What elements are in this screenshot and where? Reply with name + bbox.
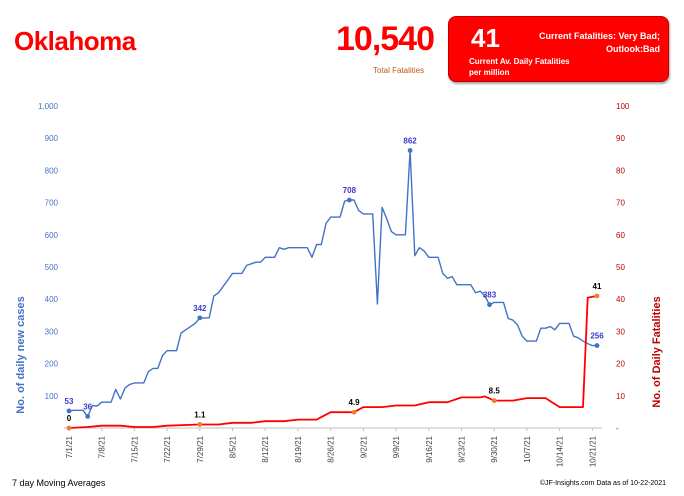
x-tick-label: 9/16/21	[425, 435, 434, 462]
left-y-tick-label: 700	[45, 199, 59, 208]
x-tick-label: 10/21/21	[588, 435, 597, 467]
x-tick-label: 7/8/21	[98, 435, 107, 458]
cases-data-label: 383	[483, 291, 497, 300]
x-tick-label: 10/7/21	[523, 435, 532, 462]
right-axis-title: No. of Daily Fatalities	[651, 296, 663, 407]
cases-marker	[197, 315, 203, 321]
cases-line	[68, 149, 597, 418]
cases-data-label: 708	[343, 186, 357, 195]
cases-data-label: 36	[83, 402, 92, 411]
cases-marker	[346, 197, 352, 203]
fatalities-marker	[491, 398, 497, 404]
left-y-tick-label: 300	[45, 327, 59, 336]
fatalities-marker	[66, 425, 72, 431]
left-y-tick-label: 400	[45, 295, 59, 304]
cases-marker	[85, 414, 91, 419]
x-tick-label: 8/5/21	[229, 435, 238, 458]
cases-data-label: 862	[403, 136, 417, 145]
x-tick-label: 7/1/21	[65, 435, 74, 458]
right-y-tick-label: 60	[616, 231, 625, 240]
cases-data-label: 342	[193, 304, 207, 313]
total-fatalities-value: 10,540	[336, 20, 435, 58]
cases-marker	[407, 148, 413, 153]
right-y-tick-label: 70	[616, 199, 625, 208]
cases-marker	[594, 343, 600, 348]
state-title: Oklahoma	[14, 26, 136, 56]
fatalities-data-label: 4.9	[348, 398, 360, 407]
left-axis-title: No. of daily new cases	[15, 296, 27, 413]
current-rate-label: Current Av. Daily Fatalities per million	[469, 57, 570, 77]
left-y-tick-label: 500	[45, 263, 59, 272]
x-tick-label: 7/15/21	[130, 435, 139, 462]
fatalities-marker	[351, 409, 357, 415]
footer-note: 7 day Moving Averages	[12, 478, 106, 488]
left-y-tick-label: 200	[45, 360, 59, 369]
status-box: 41 Current Av. Daily Fatalities per mill…	[448, 16, 669, 82]
left-y-tick-label: 600	[45, 231, 59, 240]
x-tick-label: 9/9/21	[392, 435, 401, 458]
total-fatalities-label: Total Fatalities	[373, 66, 425, 75]
left-y-tick-label: 100	[45, 392, 59, 401]
right-y-tick-label: 90	[616, 134, 625, 143]
left-y-tick-label: 1,000	[38, 102, 59, 111]
x-tick-label: 9/23/21	[457, 435, 466, 462]
x-tick-label: 8/26/21	[327, 435, 336, 462]
fatalities-data-label: 8.5	[489, 387, 501, 396]
left-y-tick-label: 800	[45, 166, 59, 175]
fatalities-line	[68, 295, 598, 429]
fatalities-data-label: 1.1	[194, 410, 206, 419]
cases-marker	[487, 302, 492, 308]
x-tick-label: 8/12/21	[261, 435, 270, 462]
fatalities-data-label: 0	[67, 414, 72, 423]
right-y-tick-label: 40	[616, 295, 625, 304]
fatalities-marker	[594, 293, 600, 299]
x-tick-label: 8/19/21	[294, 435, 303, 462]
right-y-tick-label: -	[616, 424, 619, 433]
cases-data-label: 256	[590, 332, 604, 341]
current-rate-value: 41	[471, 23, 500, 53]
status-text: Current Fatalities: Very Bad; Outlook:Ba…	[538, 31, 660, 54]
x-tick-label: 9/2/21	[359, 435, 368, 458]
x-tick-label: 10/14/21	[556, 435, 565, 467]
left-y-tick-label: 900	[45, 134, 59, 143]
right-y-tick-label: 50	[616, 263, 625, 272]
x-tick-label: 9/30/21	[490, 435, 499, 462]
right-y-tick-label: 100	[616, 102, 630, 111]
cases-data-label: 53	[65, 397, 74, 406]
right-y-tick-label: 80	[616, 166, 625, 175]
right-y-tick-label: 10	[616, 392, 625, 401]
right-y-tick-label: 30	[616, 327, 625, 336]
right-y-tick-label: 20	[616, 360, 625, 369]
x-tick-label: 7/29/21	[196, 435, 205, 462]
x-tick-label: 7/22/21	[163, 435, 172, 462]
cases-marker	[66, 408, 72, 414]
fatalities-marker	[197, 422, 203, 427]
fatalities-data-label: 41	[593, 282, 602, 291]
footer-credit: ©JF-Insights.com Data as of 10-22-2021	[539, 480, 666, 487]
